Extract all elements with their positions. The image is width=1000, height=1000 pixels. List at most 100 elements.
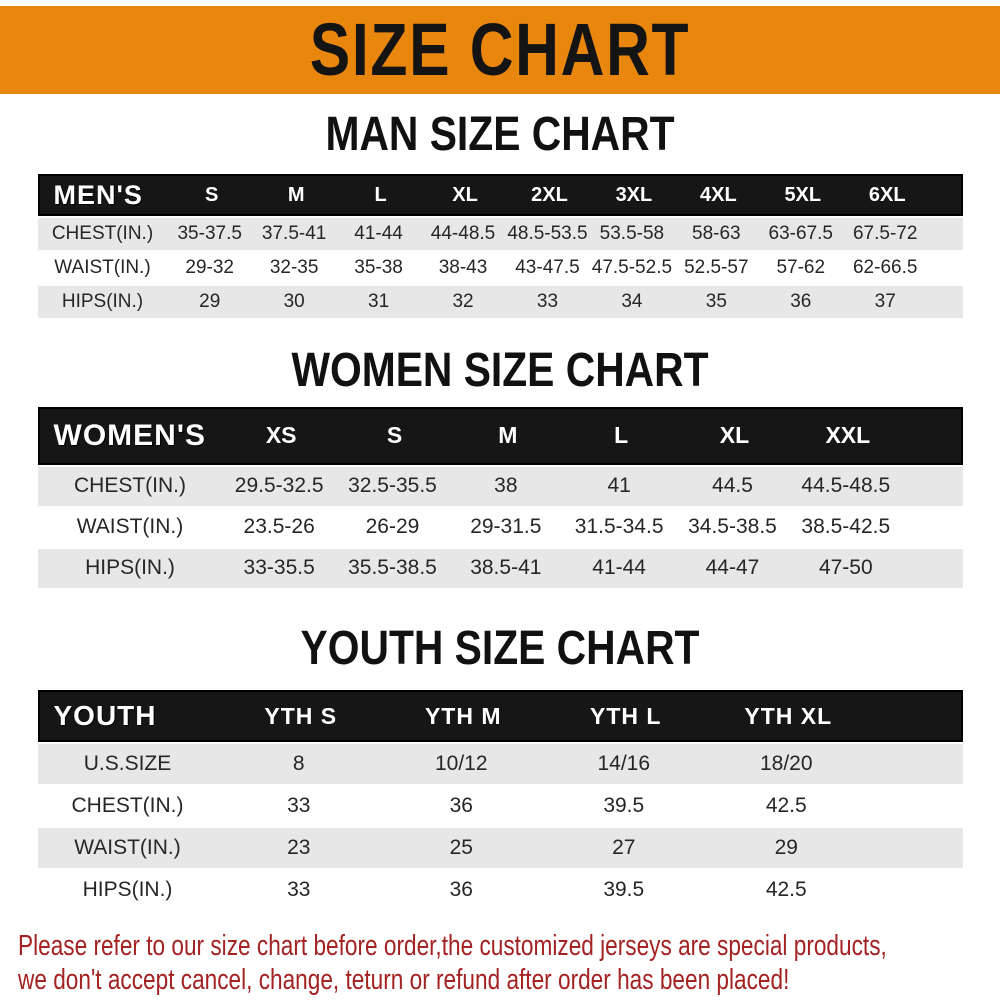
table-header-columns: YTH S YTH M YTH L YTH XL	[220, 703, 870, 730]
data-cell: 44-48.5	[430, 223, 496, 245]
notice-line-2: we don't accept cancel, change, teturn o…	[18, 963, 790, 996]
data-cell: 47.5-52.5	[591, 257, 673, 279]
data-cell: 36	[449, 878, 473, 902]
data-cell: 37.5-41	[261, 223, 327, 245]
data-cell: 23	[287, 836, 311, 860]
header-cell: 6XL	[868, 183, 906, 206]
data-cell: 52.5-57	[684, 257, 749, 279]
table-row: CHEST(IN.) 33 36 39.5 42.5	[38, 786, 963, 826]
data-cell: 63-67.5	[768, 223, 833, 245]
row-label: WAIST(IN.)	[54, 257, 151, 279]
row-values: 33-35.5 35.5-38.5 38.5-41 41-44 44-47 47-50	[223, 556, 903, 580]
notice-line-1: Please refer to our size chart before or…	[18, 930, 887, 963]
data-cell: 10/12	[434, 752, 488, 776]
row-label: CHEST(IN.)	[51, 223, 154, 245]
data-cell: 29-31.5	[470, 515, 542, 539]
data-cell: 39.5	[603, 794, 645, 818]
data-cell: 38	[494, 474, 518, 498]
row-values: 23.5-26 26-29 29-31.5 31.5-34.5 34.5-38.5 38.…	[223, 515, 903, 539]
data-cell: 58-63	[692, 223, 741, 245]
table-header-columns: XS S M L XL XXL	[225, 422, 905, 449]
header-cell: 4XL	[700, 183, 737, 206]
data-cell: 8	[292, 752, 305, 776]
data-cell: 41-44	[592, 556, 646, 580]
row-values: 8 10/12 14/16 18/20	[218, 752, 868, 776]
row-label: U.S.SIZE	[83, 752, 172, 776]
size-chart-section: MAN SIZE CHART MEN'S S M L XL 2XL 3XL 4XL 5XL 6X…	[0, 109, 1000, 319]
data-cell: 35	[705, 291, 727, 313]
row-values: 33 36 39.5 42.5	[218, 794, 868, 818]
data-cell: 26-29	[365, 515, 420, 539]
row-label: HIPS(IN.)	[85, 556, 175, 580]
data-cell: 38.5-41	[470, 556, 542, 580]
data-cell: 38-43	[438, 257, 488, 279]
data-cell: 41	[607, 474, 631, 498]
header-cell: M	[498, 422, 518, 449]
header-cell: 3XL	[615, 183, 653, 206]
header-cell: XL	[719, 422, 750, 449]
data-cell: 38.5-42.5	[801, 515, 891, 539]
data-cell: 29.5-32.5	[234, 474, 324, 498]
row-label: WAIST(IN.)	[74, 836, 181, 860]
data-cell: 47-50	[818, 556, 873, 580]
table-row: WAIST(IN.) 23 25 27 29	[37, 828, 963, 869]
table-row: WAIST(IN.) 23.5-26 26-29 29-31.5 31.5-34.5 34…	[38, 508, 963, 547]
row-values: 29 30 31 32 33 34 35 36 37	[168, 291, 928, 313]
data-cell: 35-37.5	[177, 223, 242, 245]
table-header-label: YOUTH	[53, 700, 157, 732]
table-header-row: YOUTH YTH S YTH M YTH L YTH XL	[37, 690, 963, 743]
table-row: CHEST(IN.) 35-37.5 37.5-41 41-44 44-48.5 48.5…	[37, 218, 963, 251]
data-cell: 48.5-53.5	[507, 223, 588, 245]
data-cell: 42.5	[765, 794, 807, 818]
table-header-row: MEN'S S M L XL 2XL 3XL 4XL 5XL 6XL	[37, 174, 963, 217]
data-cell: 25	[449, 836, 473, 860]
data-cell: 29	[774, 836, 798, 860]
table-header-label: WOMEN'S	[53, 418, 206, 452]
table-row: HIPS(IN.) 33-35.5 35.5-38.5 38.5-41 41-44 44-…	[37, 548, 963, 588]
row-values: 23 25 27 29	[218, 836, 868, 860]
section-heading: YOUTH SIZE CHART	[300, 621, 700, 675]
header-cell: XXL	[825, 422, 871, 449]
section-heading: WOMEN SIZE CHART	[291, 344, 709, 398]
header-cell: S	[205, 183, 219, 206]
data-cell: 30	[283, 291, 305, 313]
data-cell: 32.5-35.5	[348, 474, 437, 498]
data-cell: 33	[536, 291, 559, 313]
row-values: 35-37.5 37.5-41 41-44 44-48.5 48.5-53.5 53.5-…	[168, 223, 928, 245]
data-cell: 53.5-58	[599, 223, 665, 245]
row-label: CHEST(IN.)	[71, 794, 184, 818]
table-row: WAIST(IN.) 29-32 32-35 35-38 38-43 43-47.5 47.…	[38, 252, 963, 284]
header-cell: XL	[452, 183, 478, 206]
header-cell: YTH M	[424, 702, 502, 729]
data-cell: 44-47	[705, 556, 760, 580]
data-cell: 32-35	[269, 257, 319, 279]
table-row: HIPS(IN.) 33 36 39.5 42.5	[38, 870, 963, 910]
row-label: WAIST(IN.)	[76, 515, 184, 539]
data-cell: 18/20	[759, 752, 813, 776]
data-cell: 33-35.5	[243, 556, 315, 580]
table-row: CHEST(IN.) 29.5-32.5 32.5-35.5 38 41 44.5 44.5…	[37, 466, 963, 506]
size-chart-page: SIZE CHART MAN SIZE CHART MEN'S S M L XL 2XL…	[0, 6, 1000, 997]
data-cell: 36	[449, 794, 473, 818]
header-cell: 2XL	[531, 183, 568, 206]
size-chart-section: YOUTH SIZE CHART YOUTH YTH S YTH M YTH L YT…	[0, 621, 1000, 910]
size-chart-section: WOMEN SIZE CHART WOMEN'S XS S M L XL XXL CHES…	[0, 344, 1000, 588]
table-row: U.S.SIZE 8 10/12 14/16 18/20	[37, 744, 963, 785]
header-cell: XS	[265, 422, 297, 449]
data-cell: 34.5-38.5	[688, 515, 777, 539]
row-label: CHEST(IN.)	[74, 474, 186, 498]
header-cell: L	[614, 422, 629, 449]
banner: SIZE CHART	[0, 6, 1000, 94]
header-cell: L	[374, 183, 387, 206]
footer-notice: Please refer to our size chart before or…	[0, 930, 1000, 997]
data-cell: 34	[621, 291, 643, 313]
row-label: HIPS(IN.)	[82, 878, 173, 902]
data-cell: 44.5	[712, 474, 753, 498]
size-table: MEN'S S M L XL 2XL 3XL 4XL 5XL 6XL CHEST(IN.) 35-…	[37, 174, 963, 319]
table-header-label: MEN'S	[53, 179, 143, 210]
row-label: HIPS(IN.)	[61, 291, 144, 313]
data-cell: 43-47.5	[515, 257, 580, 279]
data-cell: 32	[452, 291, 474, 313]
data-cell: 29-32	[185, 257, 235, 279]
data-cell: 36	[790, 291, 812, 313]
